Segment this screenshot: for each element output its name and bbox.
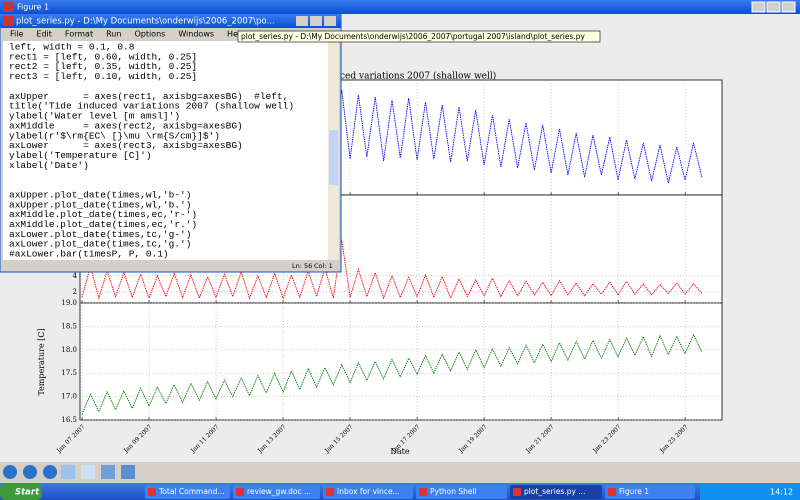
axes	[79, 302, 723, 421]
task-label[interactable]: Inbox for vince...	[337, 487, 400, 496]
close-button[interactable]	[781, 1, 796, 13]
task-icon	[148, 488, 156, 496]
code-line: rect3 = [left, 0.10, width, 0.25]	[9, 71, 197, 82]
code-line: ylabel(r'$\rm{EC\ [}\mu \rm{S/cm}]$')	[9, 130, 220, 141]
code-line: axMiddle.plot_date(times,ec,'r-')	[9, 209, 197, 220]
clock: 14:12	[770, 488, 793, 497]
code-line: axLower.plot_date(times,tc,'g-')	[9, 229, 191, 240]
y-tick-label: 17.0	[61, 393, 77, 401]
start-label: Start	[15, 488, 40, 498]
status-col: Col: 1	[314, 262, 333, 270]
editor-title-bar	[0, 14, 341, 28]
minimize-button[interactable]	[751, 1, 766, 13]
editor-icon	[3, 16, 13, 26]
y-tick-label: 18.5	[61, 322, 77, 330]
task-label[interactable]: plot_series.py ...	[524, 487, 585, 496]
editor-maximize[interactable]	[310, 16, 322, 26]
menu-item[interactable]: File	[10, 30, 23, 39]
forward-button[interactable]	[43, 465, 57, 479]
scroll-thumb[interactable]	[329, 130, 338, 185]
figure-title: Figure 1	[17, 3, 49, 12]
task-button[interactable]	[510, 485, 602, 499]
code-line: ylabel('Water level [m amsl]')	[9, 111, 180, 122]
zoom-button[interactable]	[81, 465, 95, 479]
task-label[interactable]: review_gw.doc ...	[247, 487, 311, 496]
editor-window: plot_series.py - D:\My Documents\onderwi…	[0, 13, 342, 273]
plot-title: ced variations 2007 (shallow well)	[340, 71, 496, 82]
code-line: axUpper.plot_date(times,wl,'b.')	[9, 199, 191, 210]
code-line: axLower = axes(rect3, axisbg=axesBG)	[9, 140, 243, 151]
pan-button[interactable]	[61, 465, 75, 479]
system-tray	[700, 483, 800, 500]
y-tick-label: 18.0	[61, 346, 77, 354]
task-icon	[326, 488, 334, 496]
code-line: axLower.plot_date(times,tc,'g.')	[9, 239, 191, 250]
code-line: xlabel('Date')	[9, 160, 89, 171]
back-button[interactable]	[23, 465, 37, 479]
task-button[interactable]	[605, 485, 695, 499]
y-tick-label: 4	[73, 272, 78, 280]
y-tick-label: 17.5	[61, 369, 77, 377]
code-line: axUpper = axes(rect1, axisbg=axesBG) #le…	[9, 91, 288, 102]
x-axis-label: Date	[390, 447, 409, 456]
plot: ced variations 2007 (shallow well) 2 4 19.0…	[37, 71, 723, 456]
code-line: rect2 = [left, 0.35, width, 0.25]	[9, 61, 197, 72]
figure-toolbar	[0, 462, 800, 483]
figure-icon	[3, 2, 13, 12]
editor-close[interactable]	[324, 16, 336, 26]
menu-item[interactable]: Windows	[178, 30, 214, 39]
task-button[interactable]	[416, 485, 507, 499]
editor-title: plot_series.py - D:\My Documents\onderwi…	[16, 17, 275, 27]
task-label[interactable]: Python Shell	[430, 487, 477, 496]
maximize-button[interactable]	[766, 1, 781, 13]
code-line: axMiddle = axes(rect2, axisbg=axesBG)	[9, 120, 243, 131]
configure-button[interactable]	[101, 465, 115, 479]
task-icon	[513, 488, 521, 496]
menu-item[interactable]: Edit	[36, 30, 52, 39]
task-button[interactable]	[323, 485, 413, 499]
y-tick-label: 2	[73, 288, 77, 296]
code-area[interactable]	[3, 41, 328, 260]
task-icon	[608, 488, 616, 496]
task-icon	[236, 488, 244, 496]
task-button[interactable]	[233, 485, 320, 499]
status-bar	[3, 261, 339, 271]
tooltip: plot_series.py - D:\My Documents\onderwi…	[237, 30, 601, 43]
menu-item[interactable]: Run	[106, 30, 121, 39]
home-button[interactable]	[3, 465, 17, 479]
start-button[interactable]	[0, 483, 42, 500]
figure-title-bar	[0, 0, 800, 14]
menu-item[interactable]: Help	[227, 30, 245, 39]
task-label[interactable]: Figure 1	[619, 487, 649, 496]
menu-item[interactable]: Options	[134, 30, 165, 39]
series-line	[81, 239, 703, 300]
y-axis-label: Temperature [C]	[37, 328, 46, 395]
menu-item[interactable]: Format	[65, 30, 93, 39]
save-button[interactable]	[121, 465, 135, 479]
taskbar: Start Total Command... review_gw.doc ... In…	[0, 483, 800, 500]
editor-minimize[interactable]	[296, 16, 308, 26]
y-tick-label: 19.0	[61, 299, 77, 307]
task-label[interactable]: Total Command...	[158, 487, 225, 496]
status-line: Ln: 56	[292, 262, 312, 270]
code-line: left, width = 0.1, 0.8	[9, 42, 135, 53]
code-line: axMiddle.plot_date(times,ec,'r.')	[9, 219, 197, 230]
series-line	[81, 333, 703, 415]
y-tick-label: 16.5	[61, 416, 77, 424]
code-line: #axLower.bar(timesP, P, 0.1)	[9, 249, 169, 260]
tooltip-text: plot_series.py - D:\My Documents\onderwi…	[241, 32, 586, 41]
code-line: title('Tide induced variations 2007 (sha…	[9, 101, 294, 112]
code-line: rect1 = [left, 0.60, width, 0.25]	[9, 51, 197, 62]
code-line: ylabel('Temperature [C]')	[9, 150, 152, 161]
task-icon	[419, 488, 427, 496]
code-line: axUpper.plot_date(times,wl,'b-')	[9, 189, 191, 200]
task-button[interactable]	[145, 485, 230, 499]
